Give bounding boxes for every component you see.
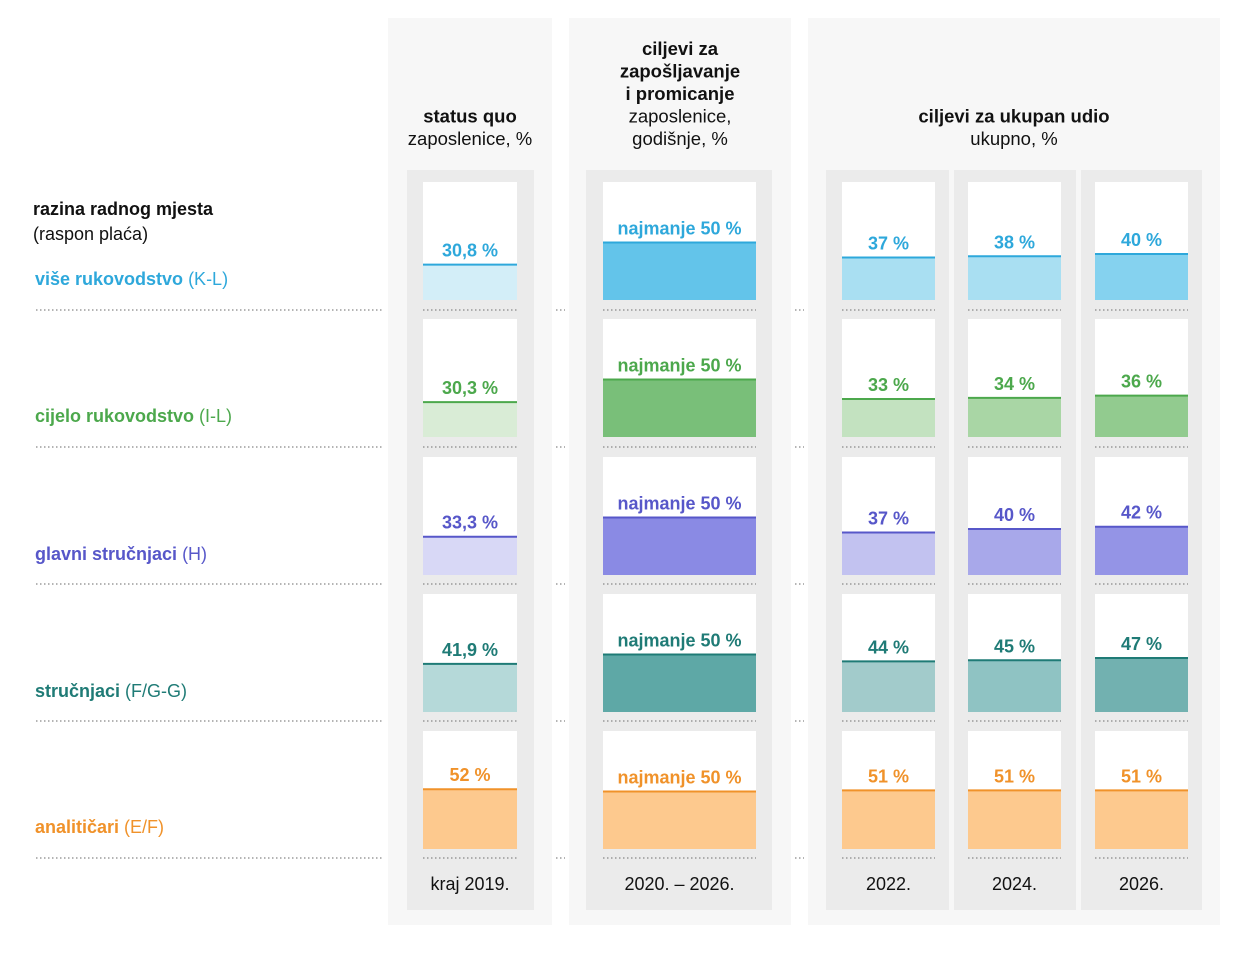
data-label: najmanje 50 % [617,494,741,514]
group-title-1-2: i promicanje [626,83,735,104]
bar [842,790,935,849]
data-label: najmanje 50 % [617,768,741,788]
bar [842,257,935,300]
bar [968,529,1061,575]
bar [842,532,935,575]
data-label: 30,8 % [442,241,498,261]
bar [603,379,756,437]
row-label-name: cijelo rukovodstvo [35,406,194,426]
bar [968,790,1061,849]
bar [842,661,935,712]
data-label: 41,9 % [442,640,498,660]
group-title-1-1: zapošljavanje [620,61,740,82]
data-label: 33 % [868,375,909,395]
bar [968,397,1061,437]
data-label: 40 % [994,505,1035,525]
row-label-2: glavni stručnjaci (H) [35,544,207,564]
bar [1095,790,1188,849]
data-label: 33,3 % [442,513,498,533]
bar [423,536,517,575]
row-label-code: (F/G-G) [120,681,187,701]
bar [603,517,756,575]
bar [423,663,517,712]
data-label: 36 % [1121,372,1162,392]
data-label: 42 % [1121,503,1162,523]
bar [842,399,935,437]
row-header-title: razina radnog mjesta [33,199,214,219]
group-subtitle-1-0: zaposlenice, [629,106,732,127]
group-title-0-0: status quo [423,106,517,127]
bar [1095,657,1188,712]
bar [423,264,517,300]
row-header-subtitle: (raspon plaća) [33,224,148,244]
row-label-1: cijelo rukovodstvo (I-L) [35,406,232,426]
bar [603,242,756,300]
row-label-0: više rukovodstvo (K-L) [35,269,228,289]
row-label-name: analitičari [35,817,119,837]
group-subtitle-1-1: godišnje, % [632,128,728,149]
row-label-3: stručnjaci (F/G-G) [35,681,187,701]
bar [1095,395,1188,437]
data-label: 37 % [868,508,909,528]
data-label: 37 % [868,233,909,253]
group-title-1-0: ciljevi za [642,38,719,59]
data-label: najmanje 50 % [617,356,741,376]
data-label: najmanje 50 % [617,219,741,239]
row-label-code: (H) [177,544,207,564]
data-label: 51 % [994,766,1035,786]
group-subtitle-2-0: ukupno, % [970,128,1057,149]
row-label-code: (E/F) [119,817,164,837]
data-label: 40 % [1121,230,1162,250]
group-subtitle-0-0: zaposlenice, % [408,128,532,149]
row-label-name: više rukovodstvo [35,269,183,289]
data-label: 38 % [994,232,1035,252]
data-label: 52 % [449,765,490,785]
bar [423,402,517,437]
data-label: 51 % [868,766,909,786]
column-label-4: 2026. [1119,874,1164,894]
data-label: 44 % [868,637,909,657]
column-label-0: kraj 2019. [430,874,509,894]
bar [1095,254,1188,300]
bar [1095,526,1188,575]
row-label-name: stručnjaci [35,681,120,701]
data-label: 51 % [1121,766,1162,786]
row-label-name: glavni stručnjaci [35,544,177,564]
column-label-1: 2020. – 2026. [624,874,734,894]
row-label-4: analitičari (E/F) [35,817,164,837]
bar [423,789,517,849]
data-label: 47 % [1121,634,1162,654]
row-label-code: (K-L) [183,269,228,289]
row-label-code: (I-L) [194,406,232,426]
bar [603,791,756,849]
group-title-2-0: ciljevi za ukupan udio [918,106,1109,127]
data-label: 30,3 % [442,378,498,398]
bar [968,660,1061,712]
data-label: 34 % [994,374,1035,394]
data-label: najmanje 50 % [617,631,741,651]
data-label: 45 % [994,636,1035,656]
column-label-2: 2022. [866,874,911,894]
column-label-3: 2024. [992,874,1037,894]
bar [603,654,756,712]
bar [968,256,1061,300]
